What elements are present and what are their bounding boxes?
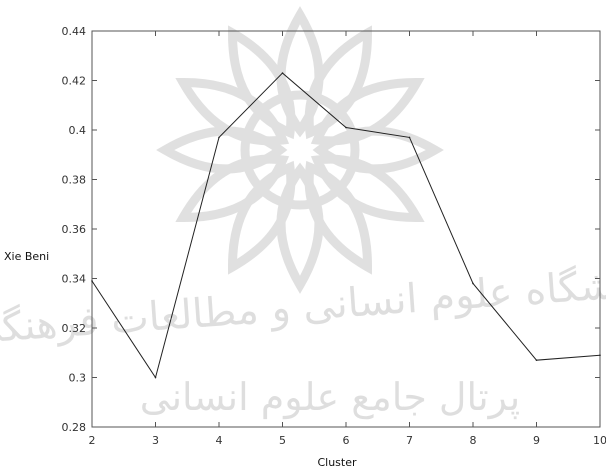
- plot-frame: [91, 30, 601, 428]
- data-point: [218, 136, 220, 139]
- x-tick-label: 9: [533, 434, 540, 447]
- watermark-petal: [175, 77, 290, 146]
- x-axis-ticks: 2 3 4 5 6 7 8 9 10: [89, 31, 606, 447]
- plot-area: [91, 30, 601, 428]
- watermark-text-line2: پرتال جامع علوم انسانی: [140, 375, 520, 420]
- data-point: [345, 126, 347, 129]
- y-tick-label: 0.3: [69, 372, 87, 385]
- watermark-petal: [310, 154, 425, 223]
- x-tick-label: 8: [470, 434, 477, 447]
- x-tick-label: 6: [343, 434, 350, 447]
- series-layer: [91, 72, 601, 379]
- y-tick-label: 0.28: [62, 421, 87, 434]
- x-tick-label: 3: [152, 434, 159, 447]
- data-point: [91, 280, 93, 282]
- x-tick-label: 7: [406, 434, 413, 447]
- watermark-ring: [240, 90, 360, 210]
- data-point: [535, 359, 538, 361]
- y-tick-label: 0.42: [62, 75, 87, 88]
- y-tick-label: 0.44: [62, 25, 87, 38]
- y-tick-label: 0.32: [62, 322, 87, 335]
- watermark-petal: [304, 25, 373, 140]
- watermark-petal: [227, 25, 296, 140]
- y-axis-ticks: 0.28 0.3 0.32 0.34 0.36 0.38 0.4 0.42 0.44: [62, 25, 600, 434]
- x-tick-label: 5: [279, 434, 286, 447]
- watermark-logo: [156, 6, 444, 294]
- x-axis-label: Cluster: [317, 456, 357, 469]
- x-tick-label: 10: [593, 434, 606, 447]
- y-tick-label: 0.4: [69, 124, 87, 137]
- data-point: [472, 282, 474, 285]
- data-point: [154, 376, 157, 379]
- y-tick-label: 0.38: [62, 174, 87, 187]
- y-tick-label: 0.36: [62, 223, 87, 236]
- data-point: [599, 354, 601, 357]
- data-point: [281, 72, 284, 74]
- x-tick-label: 2: [89, 434, 96, 447]
- watermark-petal: [227, 160, 296, 275]
- data-point: [408, 136, 411, 139]
- x-tick-label: 4: [216, 434, 223, 447]
- y-axis-label: Xie Beni: [4, 250, 49, 263]
- y-tick-label: 0.34: [62, 273, 87, 286]
